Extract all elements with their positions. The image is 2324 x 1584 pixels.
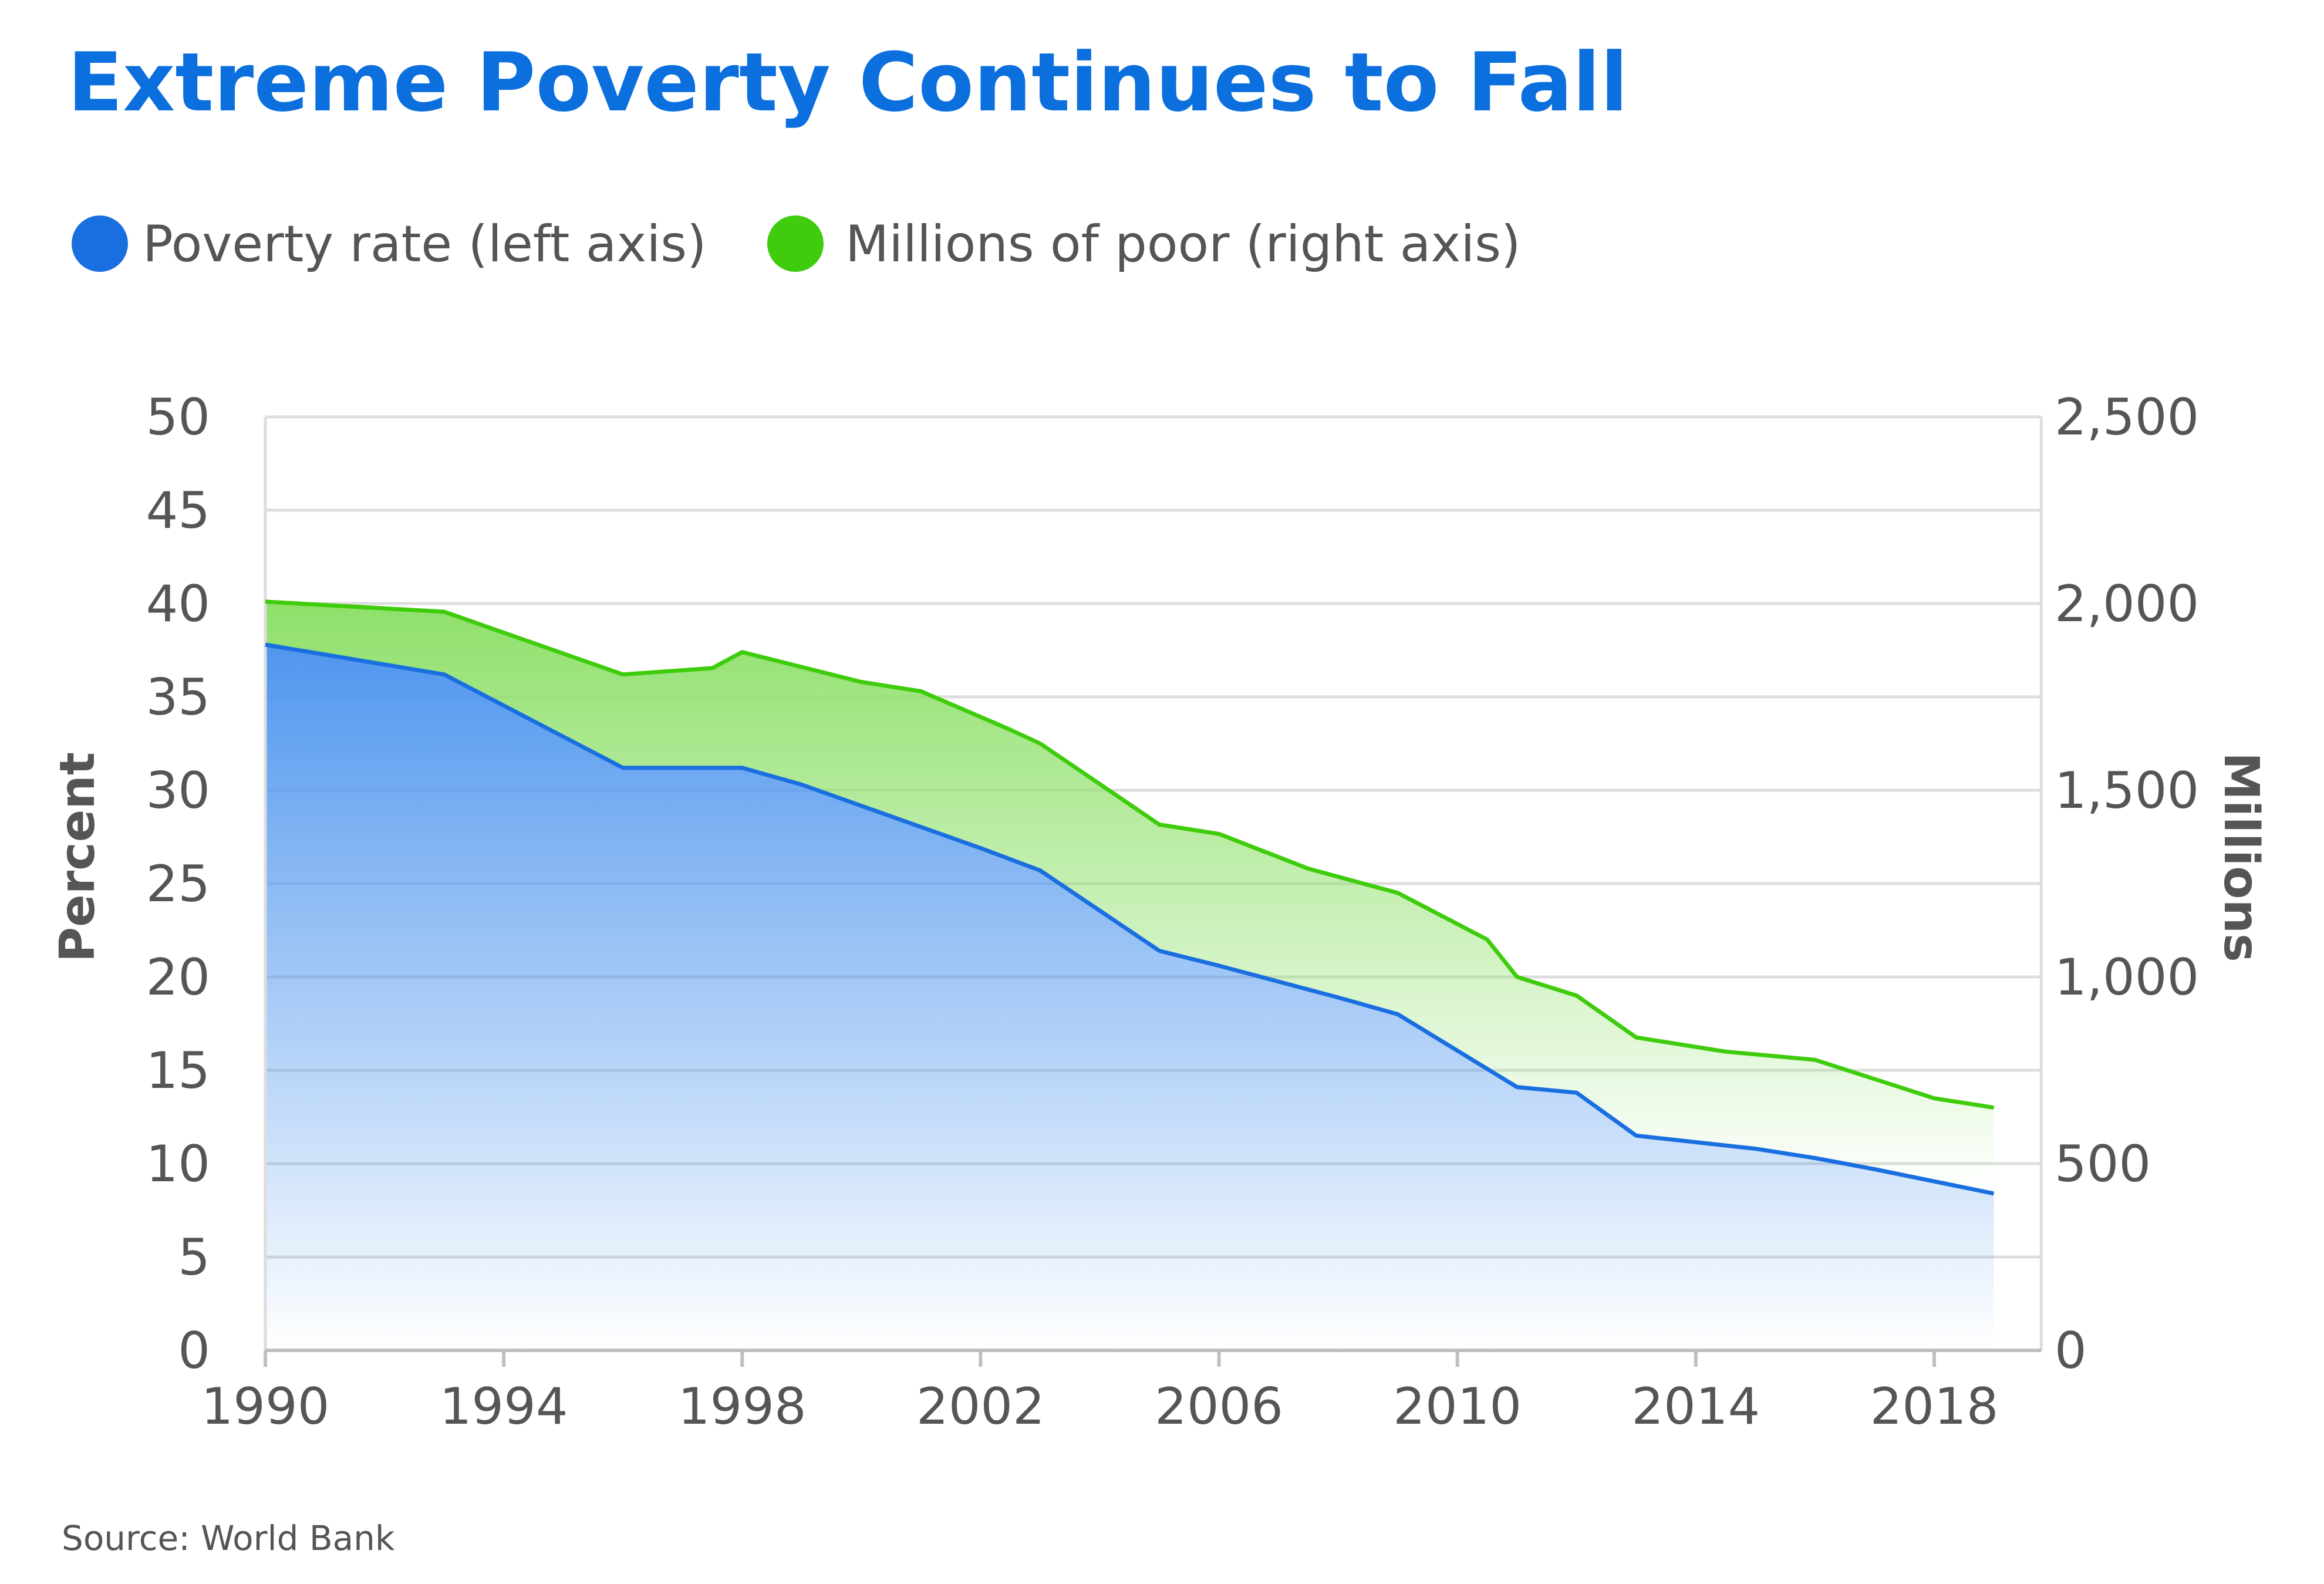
y-left-tick-label: 50 xyxy=(146,388,210,447)
y-left-tick-label: 35 xyxy=(146,668,210,727)
x-tick-label: 2002 xyxy=(916,1377,1045,1436)
y-left-tick-label: 25 xyxy=(146,855,210,914)
source-note: Source: World Bank xyxy=(62,1518,395,1558)
y-left-tick-label: 40 xyxy=(146,575,210,633)
millions-of-poor-line xyxy=(265,599,1995,1110)
poverty-rate-line xyxy=(265,642,1995,1196)
y-right-tick-label: 0 xyxy=(2055,1322,2087,1380)
legend-swatch-millions-of-poor xyxy=(767,215,824,272)
poverty-rate-area xyxy=(265,645,1994,1350)
legend-label-millions-of-poor: Millions of poor (right axis) xyxy=(845,215,1521,274)
x-tick-label: 2014 xyxy=(1631,1377,1760,1436)
y-left-axis-title: Percent xyxy=(50,752,106,962)
y-left-tick-label: 10 xyxy=(146,1135,210,1194)
y-left-tick-label: 15 xyxy=(146,1042,210,1100)
legend-label-poverty-rate: Poverty rate (left axis) xyxy=(143,215,707,274)
x-tick-label: 1994 xyxy=(440,1377,568,1436)
y-right-tick-label: 1,500 xyxy=(2055,761,2199,820)
area-fills xyxy=(265,601,1994,1350)
y-left-tick-label: 30 xyxy=(146,761,210,820)
series-lines xyxy=(265,599,1995,1196)
x-tick-label: 1998 xyxy=(678,1377,807,1436)
y-right-tick-label: 1,000 xyxy=(2055,948,2199,1007)
y-left-tick-label: 45 xyxy=(146,481,210,540)
y-right-axis-title: Millions xyxy=(2213,752,2269,962)
legend: Poverty rate (left axis) Millions of poo… xyxy=(72,215,1521,274)
y-right-tick-label: 2,500 xyxy=(2055,388,2199,447)
y-left-tick-label: 20 xyxy=(146,948,210,1007)
y-right-tick-label: 500 xyxy=(2055,1135,2151,1194)
x-tick-label: 2006 xyxy=(1155,1377,1283,1436)
x-tick-label: 2018 xyxy=(1870,1377,1999,1436)
axes xyxy=(264,417,2043,1367)
legend-swatch-poverty-rate xyxy=(72,215,128,272)
y-right-tick-label: 2,000 xyxy=(2055,575,2199,633)
millions-of-poor-area xyxy=(265,601,1994,1194)
x-tick-label: 1990 xyxy=(201,1377,330,1436)
tick-labels: 0510152025303540455005001,0001,5002,0002… xyxy=(146,388,2200,1436)
x-tick-label: 2010 xyxy=(1393,1377,1522,1436)
y-left-tick-label: 0 xyxy=(178,1322,210,1380)
y-left-tick-label: 5 xyxy=(178,1228,210,1287)
chart-title: Extreme Poverty Continues to Fall xyxy=(68,35,1628,130)
